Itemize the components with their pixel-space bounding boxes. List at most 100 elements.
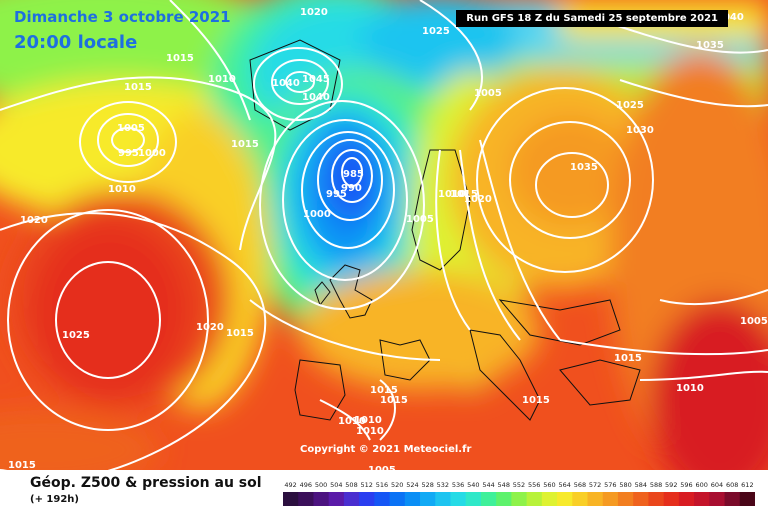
scale-swatch [724, 492, 741, 506]
scale-swatch [557, 492, 573, 506]
scale-swatch [328, 492, 345, 506]
isobar-label: 1005 [406, 214, 434, 225]
scale-label: 596 [680, 481, 692, 489]
isobar-label: 990 [341, 183, 362, 194]
legend-footer: Géop. Z500 & pression au sol (+ 192h) 49… [0, 470, 768, 512]
scale-swatch [694, 492, 710, 506]
scale-label: 564 [558, 481, 570, 489]
scale-swatch [404, 492, 421, 506]
coastlines [249, 39, 641, 421]
isobars [0, 0, 768, 470]
isobar-label: 1025 [422, 26, 450, 37]
isobar-label: 1040 [302, 92, 330, 103]
scale-label: 508 [345, 481, 357, 489]
isobar-label: 1005 [368, 465, 396, 470]
scale-label: 548 [498, 481, 510, 489]
isobar-label: 1010 [108, 184, 136, 195]
isobar-label: 1005 [117, 123, 145, 134]
scale-label: 492 [284, 481, 296, 489]
isobar-label: 1020 [20, 215, 48, 226]
forecast-time: 20:00 locale [14, 32, 138, 53]
scale-label: 516 [376, 481, 388, 489]
scale-swatch [739, 492, 755, 506]
scale-label: 604 [711, 481, 723, 489]
scale-swatch [709, 492, 726, 506]
isobar-label: 985 [343, 169, 364, 180]
isobar-label: 1040 [716, 12, 744, 23]
scale-swatch [617, 492, 634, 506]
isobar-label: 1015 [166, 53, 194, 64]
scale-label: 528 [421, 481, 433, 489]
isobar-label: 1010 [356, 426, 384, 437]
scale-swatch [343, 492, 360, 506]
isobar-label: 1015 [370, 385, 398, 396]
isobar-label: 995 [118, 148, 139, 159]
scale-swatch [389, 492, 406, 506]
scale-label: 600 [695, 481, 707, 489]
scale-swatch [450, 492, 467, 506]
isobar-label: 1010 [208, 74, 236, 85]
scale-label: 496 [300, 481, 312, 489]
isobar-label: 1020 [464, 194, 492, 205]
scale-swatch [465, 492, 482, 506]
scale-swatch [359, 492, 375, 506]
isobar-label: 995 [326, 189, 347, 200]
scale-label: 592 [665, 481, 677, 489]
scale-label: 504 [330, 481, 342, 489]
isobar-label: 1015 [8, 460, 36, 470]
scale-label: 512 [361, 481, 373, 489]
isobar-label: 1010 [676, 383, 704, 394]
scale-swatch [374, 492, 391, 506]
isobar-label: 1010 [338, 416, 366, 427]
scale-label: 568 [574, 481, 586, 489]
scale-swatch [602, 492, 619, 506]
scale-label: 572 [589, 481, 601, 489]
scale-swatch [541, 492, 558, 506]
scale-swatch [313, 492, 330, 506]
scale-label: 608 [726, 481, 738, 489]
map-title: Géop. Z500 & pression au sol [30, 475, 262, 491]
scale-label: 532 [437, 481, 449, 489]
scale-swatch [283, 492, 299, 506]
scale-swatch [526, 492, 543, 506]
isobar-label: 1045 [302, 74, 330, 85]
run-info: Run GFS 18 Z du Samedi 25 septembre 2021 [456, 10, 728, 27]
isobar-label: 1025 [62, 330, 90, 341]
scale-label: 584 [635, 481, 647, 489]
scale-label: 580 [619, 481, 631, 489]
scale-label: 524 [406, 481, 418, 489]
isobar-label: 1035 [696, 40, 724, 51]
scale-label: 536 [452, 481, 464, 489]
isobar-label: 1015 [614, 353, 642, 364]
scale-label: 540 [467, 481, 479, 489]
isobar-label: 1025 [616, 100, 644, 111]
isobar-label: 1040 [272, 78, 300, 89]
isobar-label: 1015 [124, 82, 152, 93]
scale-label: 612 [741, 481, 753, 489]
isobar-label: 1005 [740, 316, 768, 327]
isobar-label: 1000 [303, 209, 331, 220]
isobar-label: 1015 [231, 139, 259, 150]
scale-swatch [511, 492, 528, 506]
scale-swatch [678, 492, 695, 506]
scale-swatch [420, 492, 436, 506]
scale-label: 520 [391, 481, 403, 489]
scale-label: 544 [482, 481, 494, 489]
color-scale: 492 496 500 504 508 512 516 520 524 528 532 536 540 5… [283, 481, 755, 506]
scale-swatch [435, 492, 451, 506]
scale-label: 560 [543, 481, 555, 489]
isobar-label: 1030 [626, 125, 654, 136]
isobar-label: 1020 [196, 322, 224, 333]
scale-swatch [587, 492, 604, 506]
scale-swatch [648, 492, 665, 506]
scale-swatch [298, 492, 314, 506]
scale-swatch [496, 492, 512, 506]
scale-label: 576 [604, 481, 616, 489]
isobar-label: 1020 [300, 7, 328, 18]
scale-label: 556 [528, 481, 540, 489]
isobar-label: 1015 [226, 328, 254, 339]
scale-swatch [572, 492, 589, 506]
